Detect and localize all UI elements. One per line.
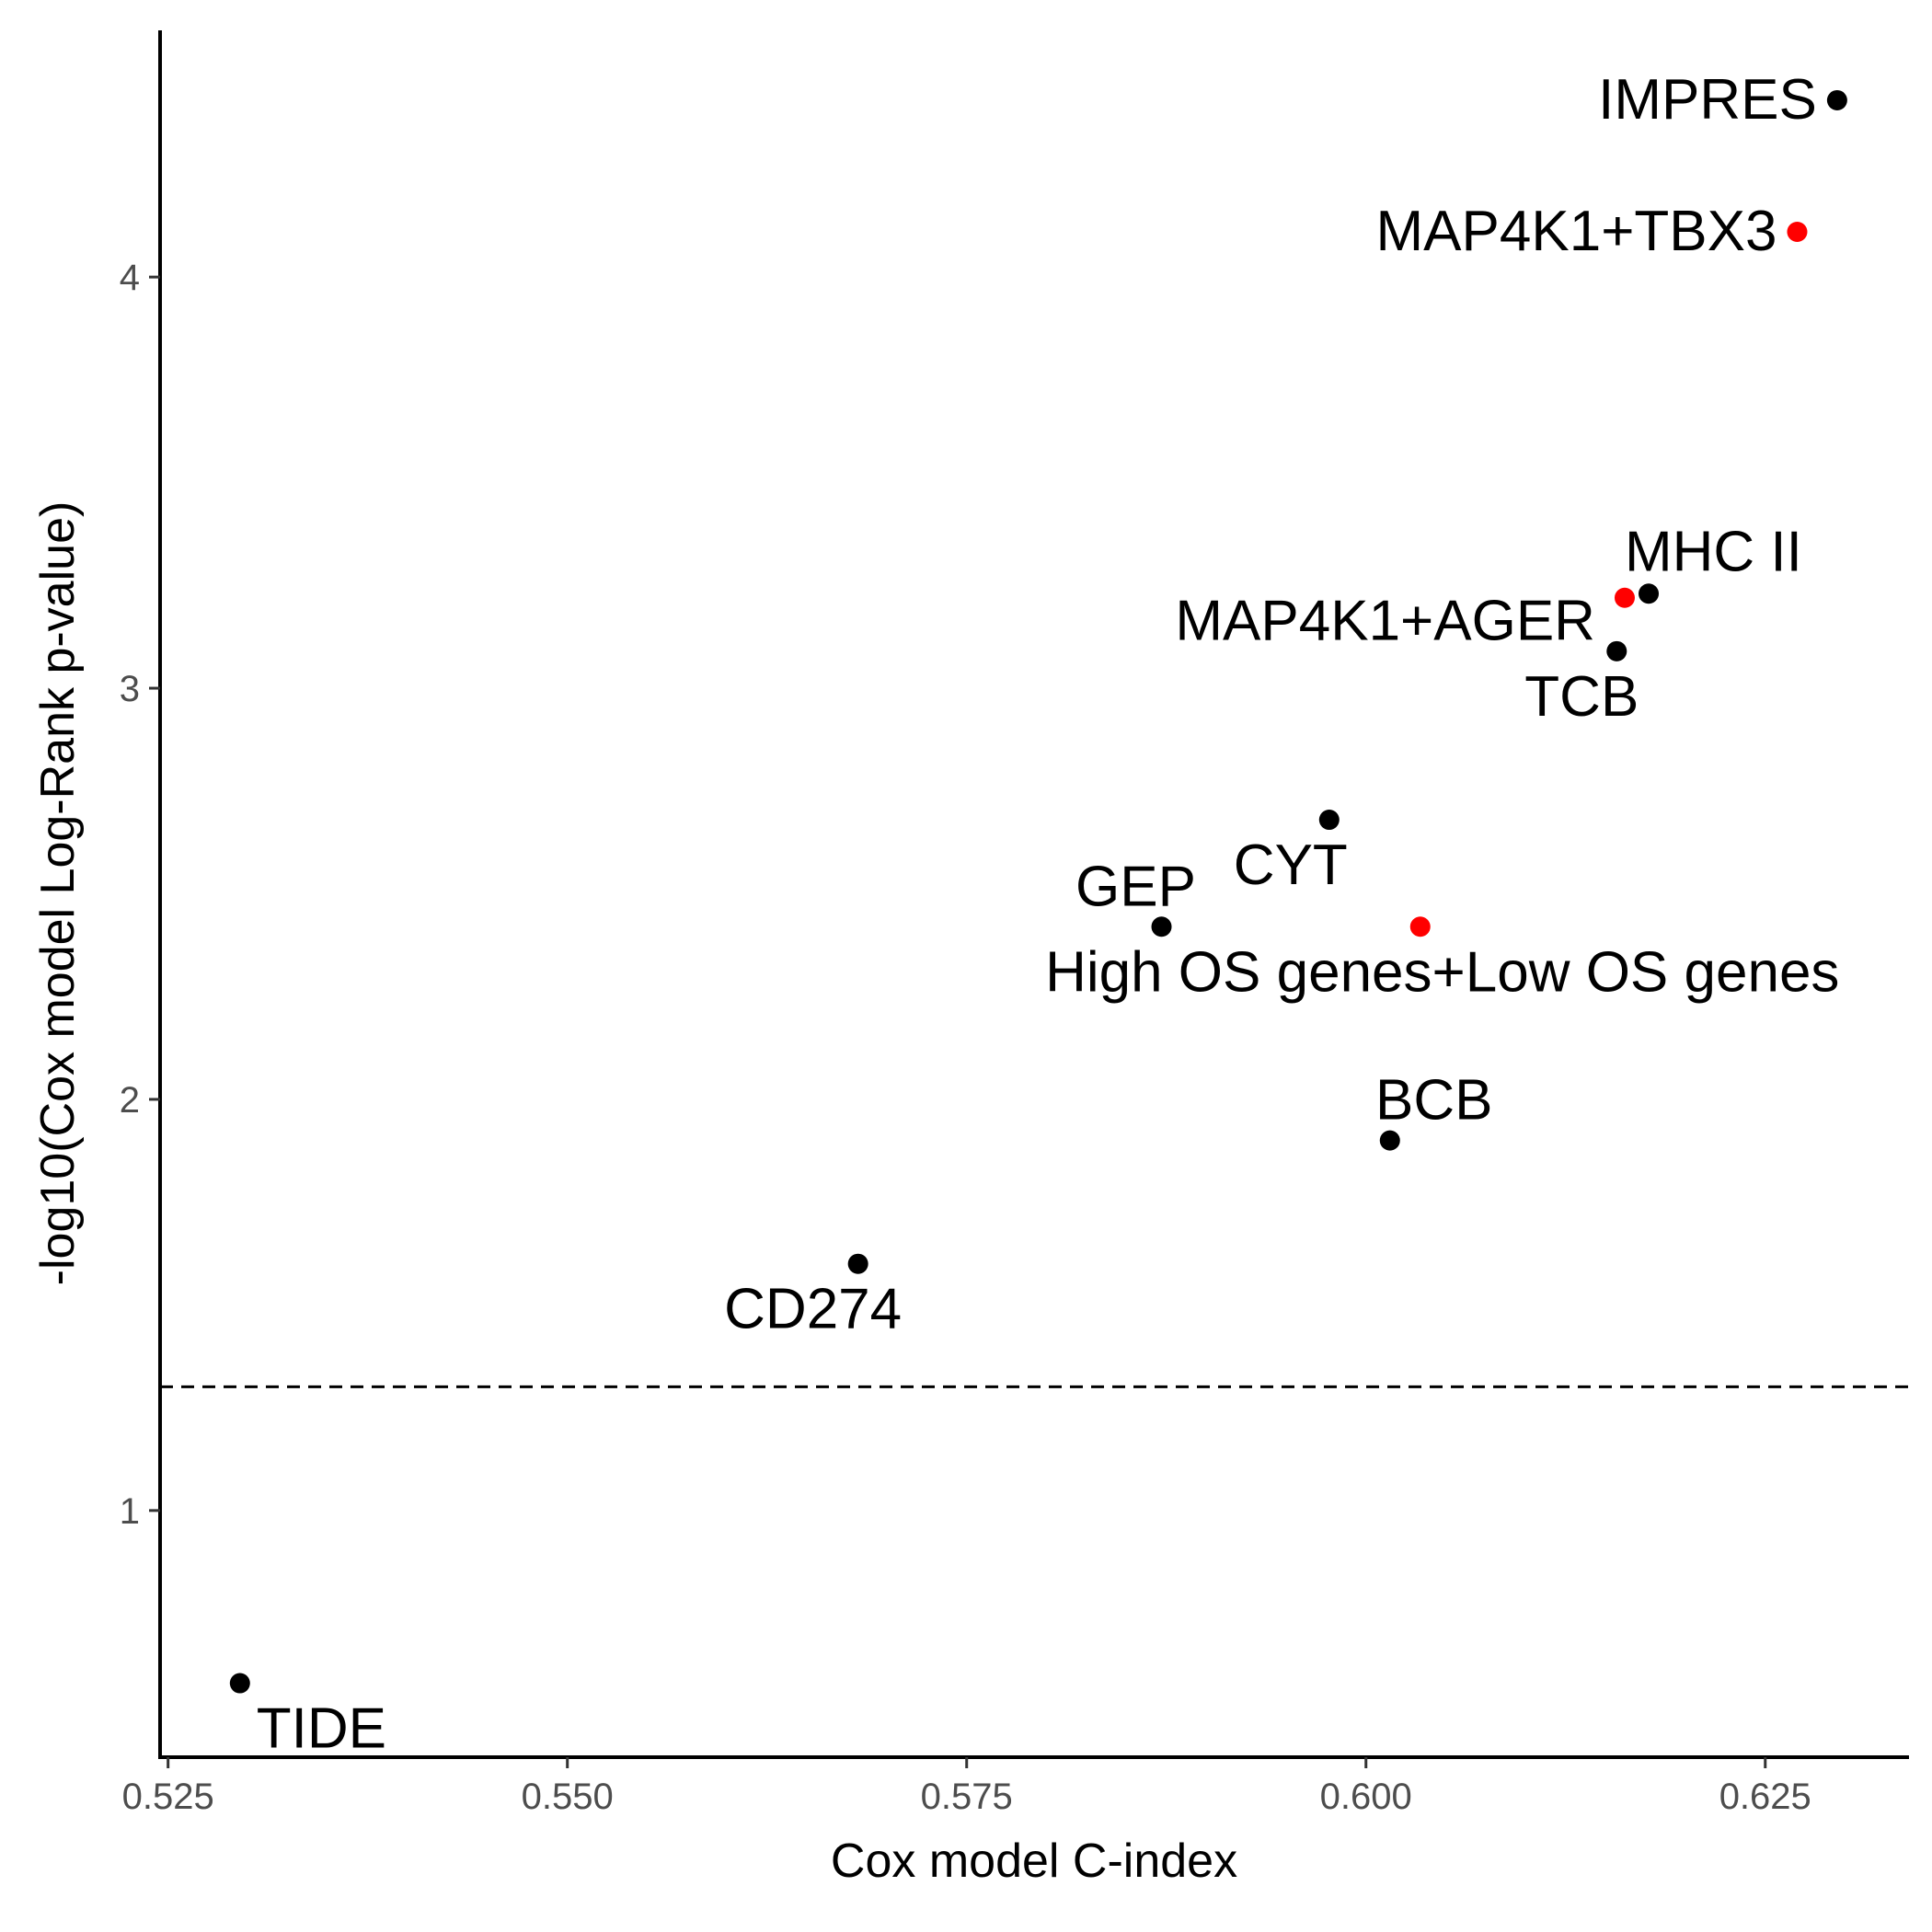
x-axis-title: Cox model C-index [831,1834,1237,1888]
y-tick-label: 3 [120,669,140,709]
data-point-label: MAP4K1+TBX3 [1376,200,1777,263]
data-point-label: TCB [1524,665,1639,729]
data-point [1409,916,1431,937]
data-point [1151,916,1172,937]
x-tick-label: 0.550 [522,1777,614,1817]
data-point [847,1253,868,1274]
data-point [1639,583,1660,604]
y-tick-label: 4 [120,258,140,298]
y-axis-title: -log10(Cox model Log-Rank p-value) [31,501,85,1286]
data-point-label: High OS genes+Low OS genes [1045,940,1839,1004]
data-point [1826,89,1847,110]
y-axis-ticks: 1 2 3 4 [120,258,160,1532]
data-point-label: GEP [1075,855,1196,918]
data-point [229,1673,250,1694]
plot-area: IMPRES MAP4K1+TBX3 MHC II MAP4K1+AGER TCB CYT… [160,68,1909,1761]
x-tick-label: 0.575 [921,1777,1013,1817]
x-tick-label: 0.525 [122,1777,214,1817]
y-tick-label: 1 [120,1491,140,1532]
x-tick-label: 0.600 [1320,1777,1412,1817]
x-tick-label: 0.625 [1719,1777,1811,1817]
data-point [1606,640,1627,661]
data-point-label: CD274 [724,1278,902,1341]
data-point [1614,587,1635,608]
data-point-label: BCB [1375,1069,1492,1133]
y-tick-label: 2 [120,1080,140,1121]
data-point-label: IMPRES [1598,68,1817,132]
data-point [1379,1130,1400,1151]
data-point-label: MAP4K1+AGER [1175,590,1595,653]
data-point-label: TIDE [257,1697,386,1761]
x-axis-ticks: 0.525 0.550 0.575 0.600 0.625 [122,1757,1811,1817]
data-point-label: MHC II [1625,520,1802,583]
axes [158,30,1909,1759]
data-point-label: CYT [1234,834,1348,897]
data-point [1787,221,1808,242]
data-point [1318,810,1340,831]
